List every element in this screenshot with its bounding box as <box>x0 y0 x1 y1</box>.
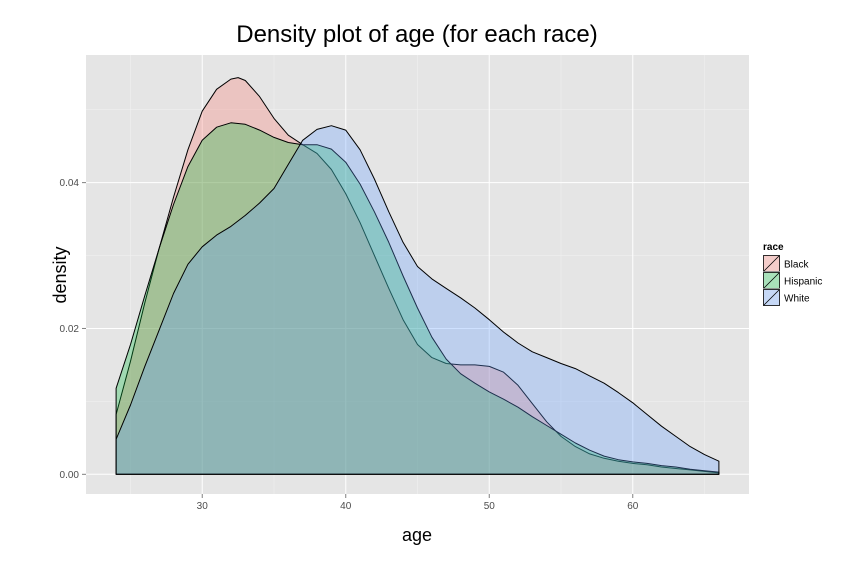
legend: race Black Hispanic White <box>762 242 822 307</box>
y-axis-ticks: 0.00 0.02 0.04 <box>60 178 86 481</box>
legend-title: race <box>763 242 784 253</box>
x-tick-label: 30 <box>197 501 209 512</box>
density-area-black <box>115 77 720 475</box>
legend-label-black: Black <box>784 260 809 271</box>
x-tick-label: 60 <box>627 501 639 512</box>
legend-key-slash <box>763 255 780 272</box>
y-tick-label: 0.04 <box>60 178 80 189</box>
legend-key-white <box>762 288 781 307</box>
y-tick-label: 0.02 <box>60 324 80 335</box>
density-area-hispanic <box>115 122 720 475</box>
legend-key-slash <box>763 289 780 306</box>
legend-key-hispanic <box>762 271 781 290</box>
legend-key-slash <box>763 272 780 289</box>
x-axis-title: age <box>402 525 432 545</box>
legend-label-hispanic: Hispanic <box>784 277 822 288</box>
x-tick-label: 50 <box>484 501 496 512</box>
density-area-white <box>115 125 720 475</box>
legend-label-white: White <box>784 294 810 305</box>
minor-gridlines <box>86 55 749 494</box>
major-gridlines <box>86 55 749 494</box>
x-axis-ticks: 30 40 50 60 <box>197 494 639 512</box>
chart-title: Density plot of age (for each race) <box>236 21 598 48</box>
y-axis-title: density <box>50 246 70 303</box>
legend-key-black <box>762 254 781 273</box>
y-tick-label: 0.00 <box>60 470 80 481</box>
density-areas <box>115 77 720 475</box>
x-tick-label: 40 <box>340 501 352 512</box>
